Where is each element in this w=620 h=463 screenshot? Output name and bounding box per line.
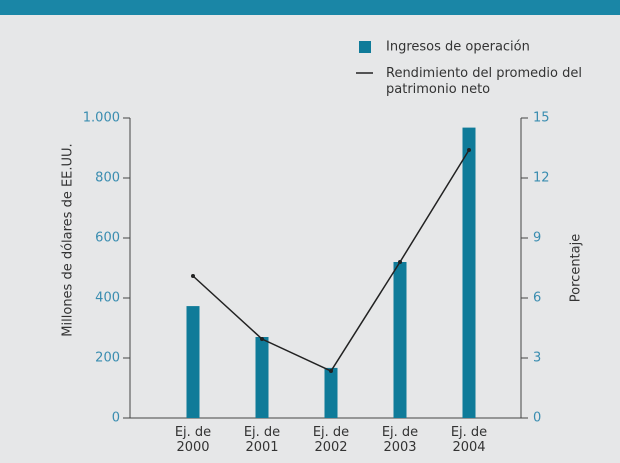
- y-tick-label: 0: [112, 411, 120, 426]
- bar: [324, 367, 338, 418]
- y2-axis-label: Porcentaje: [569, 234, 584, 302]
- line-point: [329, 369, 333, 373]
- legend-swatch: [359, 41, 371, 53]
- header-band: [0, 0, 620, 15]
- y2-tick-label: 0: [533, 411, 541, 426]
- bar: [186, 306, 200, 418]
- line-point: [191, 274, 195, 278]
- y-tick-label: 1.000: [83, 111, 120, 126]
- bar: [462, 127, 476, 418]
- bar: [255, 337, 269, 418]
- bar: [393, 262, 407, 418]
- line-point: [260, 337, 264, 341]
- y2-tick-label: 15: [533, 111, 550, 126]
- line-point: [398, 260, 402, 264]
- y2-tick-label: 3: [533, 351, 541, 366]
- x-tick-label: Ej. de 2000: [175, 425, 211, 455]
- y-tick-label: 200: [95, 351, 120, 366]
- x-tick-label: Ej. de 2002: [313, 425, 349, 455]
- x-tick-label: Ej. de 2004: [451, 425, 487, 455]
- x-tick-label: Ej. de 2001: [244, 425, 280, 455]
- y-tick-label: 400: [95, 291, 120, 306]
- legend-label: Rendimiento del promedio del patrimonio n…: [386, 66, 582, 97]
- y2-tick-label: 9: [533, 231, 541, 246]
- y-axis-label: Millones de dólares de EE.UU.: [61, 143, 76, 336]
- legend-label: Ingresos de operación: [386, 40, 530, 55]
- y2-tick-label: 12: [533, 171, 550, 186]
- line-point: [467, 148, 471, 152]
- y2-tick-label: 6: [533, 291, 541, 306]
- y-tick-label: 600: [95, 231, 120, 246]
- x-tick-label: Ej. de 2003: [382, 425, 418, 455]
- y-tick-label: 800: [95, 171, 120, 186]
